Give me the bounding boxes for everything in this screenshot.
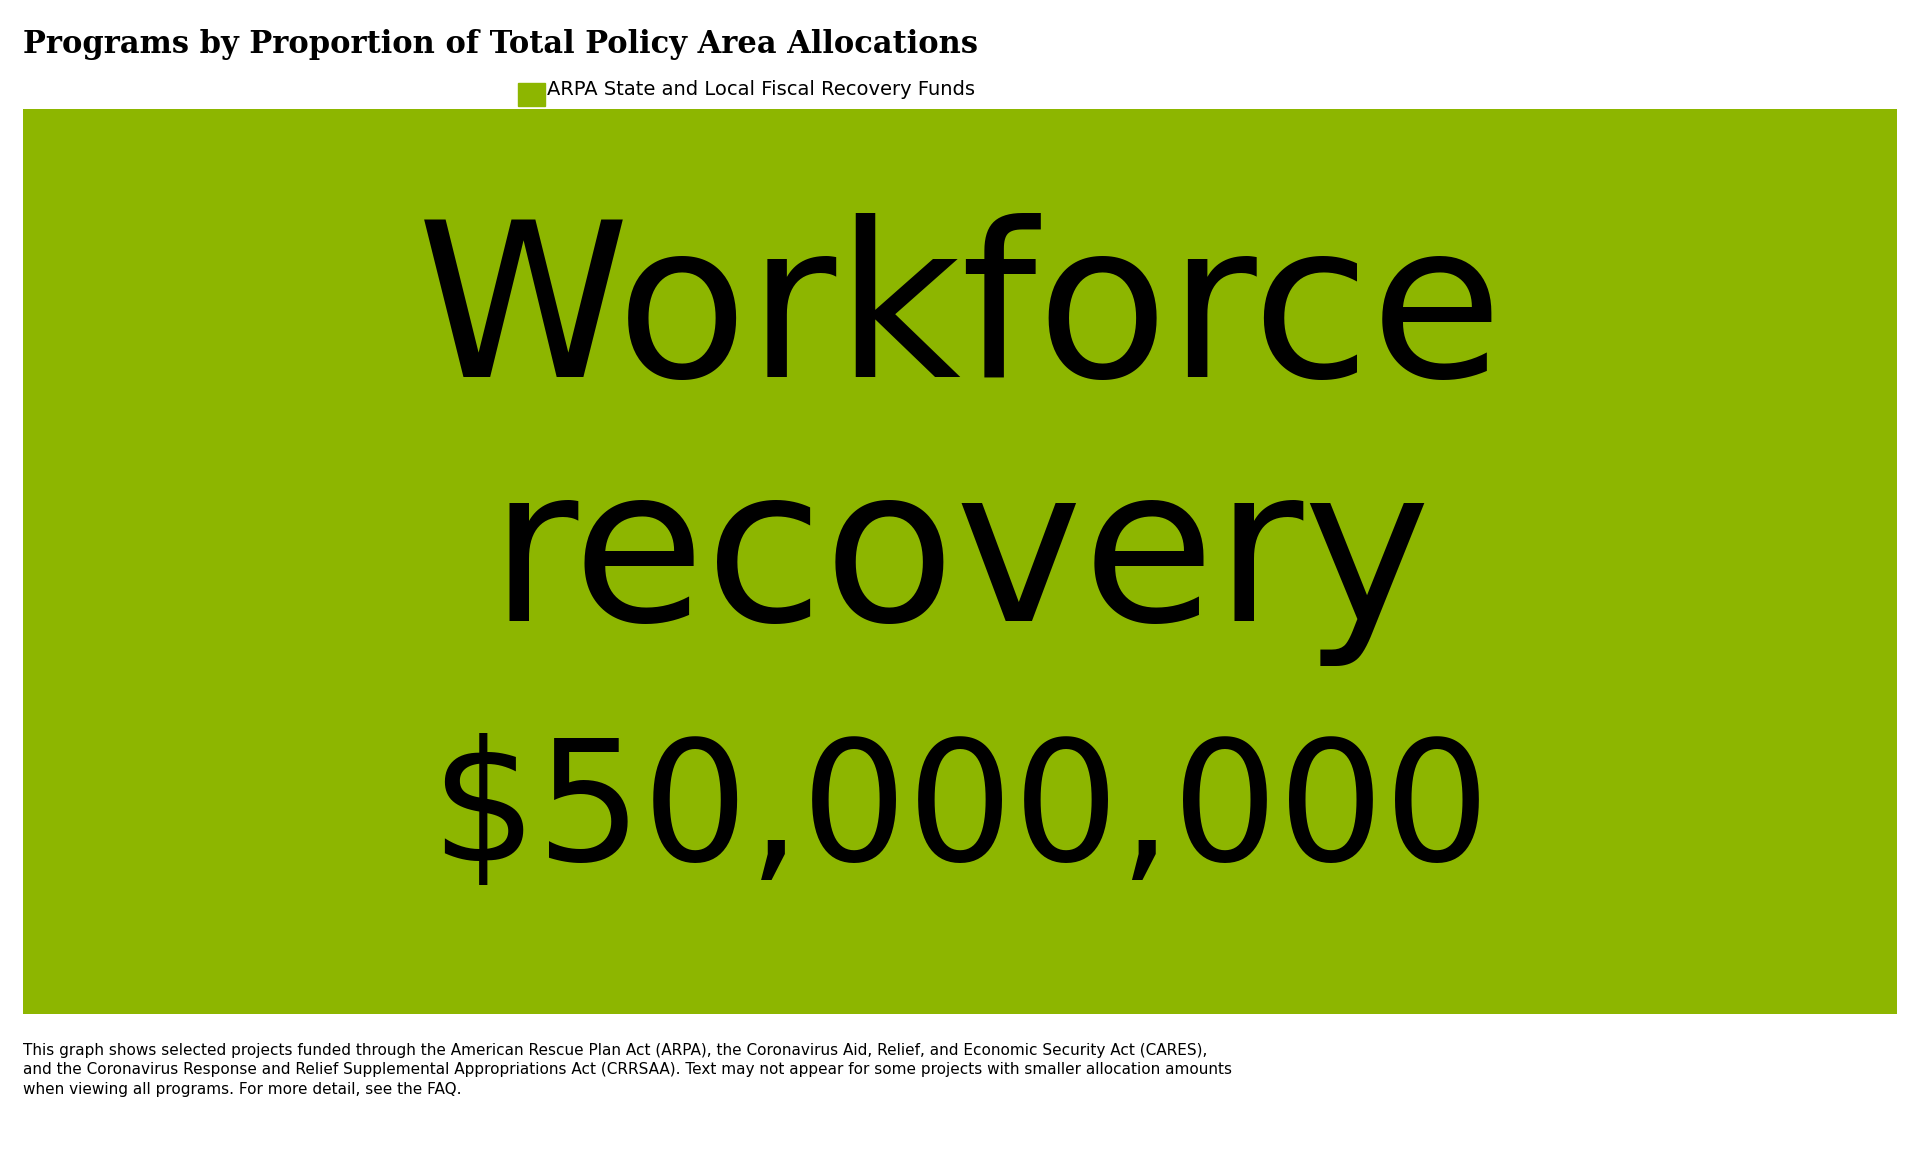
Text: This graph shows selected projects funded through the American Rescue Plan Act (: This graph shows selected projects funde…	[23, 1043, 1233, 1097]
Text: Workforce: Workforce	[417, 213, 1503, 422]
Text: recovery: recovery	[490, 457, 1430, 666]
Text: Programs by Proportion of Total Policy Area Allocations: Programs by Proportion of Total Policy A…	[23, 29, 977, 60]
Text: ARPA State and Local Fiscal Recovery Funds: ARPA State and Local Fiscal Recovery Fun…	[547, 81, 975, 99]
Text: $50,000,000: $50,000,000	[430, 734, 1490, 896]
